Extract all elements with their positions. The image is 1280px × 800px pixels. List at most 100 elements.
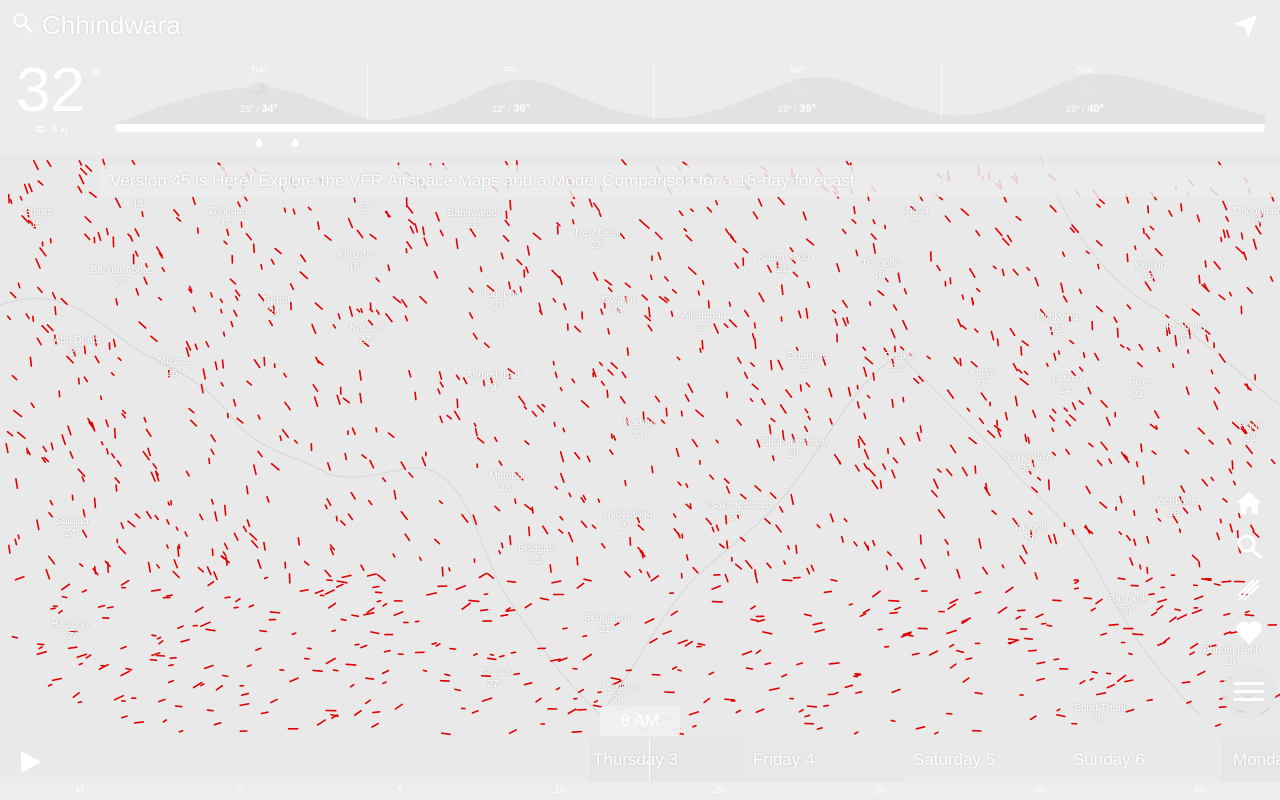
city-label[interactable]: Calicut 27°	[480, 667, 511, 691]
forecast-day-sun[interactable]: SUN 23° / 40°	[941, 60, 1229, 120]
city-label[interactable]: Abu Dhabi 27°	[54, 335, 101, 359]
city-label[interactable]: 13°	[358, 202, 373, 214]
wind-particle	[324, 569, 332, 578]
timeline-day-monday[interactable]: Monday	[1233, 750, 1280, 769]
city-label[interactable]: Karachi 27°	[350, 323, 384, 347]
city-label[interactable]: Gwalior 28°	[602, 295, 636, 319]
city-label[interactable]: Shiraz 15°	[24, 207, 52, 231]
wind-particle	[1006, 234, 1013, 243]
city-label[interactable]: Allahabad 27°	[682, 310, 726, 334]
city-label[interactable]: Bandar Abbas 23°	[91, 265, 154, 289]
city-label[interactable]: Mumbai 28°	[489, 471, 525, 495]
city-label[interactable]: Lhasa 7°	[901, 205, 928, 229]
wind-particle	[766, 562, 772, 569]
city-label[interactable]: Thimphu 10°	[862, 258, 901, 282]
timeline-cursor[interactable]	[649, 738, 650, 782]
timeline[interactable]: Thursday 3 Friday 4 Saturday 5 Sunday 6 …	[0, 738, 1280, 782]
wind-particle	[156, 654, 166, 657]
wind-particle	[230, 320, 234, 328]
city-label[interactable]: Jodhpur 27°	[482, 289, 518, 313]
wind-particle	[781, 579, 793, 582]
home-icon[interactable]	[1234, 488, 1264, 518]
city-label[interactable]: Yangon 29°	[1013, 522, 1047, 546]
wind-particle	[60, 583, 71, 591]
wind-particle	[36, 519, 40, 531]
timeline-day-saturday[interactable]: Saturday 5	[913, 750, 996, 769]
location-name[interactable]: Chhindwara	[42, 10, 181, 40]
city-label[interactable]: Bengaluru 21°	[584, 612, 630, 636]
city-label[interactable]: Dhaka 31°	[885, 351, 914, 375]
wind-particle	[844, 684, 854, 689]
wind-particle	[621, 371, 627, 379]
wind-map[interactable]: Shiraz 15° 14° Zahedan 17° 13° Bahawalpur 21° Ne…	[0, 155, 1280, 738]
wind-particle	[614, 622, 620, 626]
city-label[interactable]: Hyderabad 27°	[604, 509, 653, 533]
play-icon[interactable]	[18, 750, 42, 774]
daily-forecast[interactable]: THU 25° / 34° FRI 22° / 36° SAT 23° / 39…	[115, 60, 1265, 135]
wind-particle	[384, 210, 392, 218]
wind-particle	[455, 238, 459, 250]
wind-particle	[626, 347, 630, 356]
timeline-day-sunday[interactable]: Sunday 6	[1073, 750, 1145, 769]
wind-particle	[513, 498, 517, 505]
city-label[interactable]: Hadibon 27°	[51, 619, 88, 643]
city-label[interactable]: New Delhi 27°	[575, 228, 621, 252]
city-label[interactable]: Myitkyina 28°	[1036, 312, 1078, 336]
city-label[interactable]: Kathmandu 21°	[758, 252, 809, 276]
wind-particle	[1088, 442, 1094, 448]
wind-particle	[1185, 386, 1190, 396]
announcement-banner[interactable]: Version 45 is Here! Explore the VFR Airs…	[100, 165, 1280, 197]
city-label[interactable]: Vientiane 28°	[1155, 496, 1197, 520]
city-label[interactable]: 14°	[132, 199, 147, 211]
city-label[interactable]: Madurai 28°	[602, 682, 638, 706]
timeline-day-friday[interactable]: Friday 4	[753, 750, 815, 769]
city-label[interactable]: Salalah 24°	[55, 516, 88, 540]
wind-particle	[409, 225, 415, 234]
city-label[interactable]: Chongqing 17°	[1234, 206, 1280, 230]
city-label[interactable]: Muscat 25°	[158, 356, 190, 380]
city-label[interactable]: Bahawalpur 21°	[448, 208, 501, 232]
wind-particle	[1146, 535, 1150, 544]
city-label[interactable]: Dhanbad 32°	[788, 351, 829, 375]
city-label[interactable]: Nagpur 33°	[624, 417, 657, 441]
navigation-arrow-icon[interactable]	[1232, 12, 1260, 40]
wind-particle	[421, 226, 426, 236]
city-label[interactable]: Yanjing 15°	[1134, 260, 1167, 284]
city-label[interactable]: Hanoi 23°	[1239, 421, 1265, 445]
city-label[interactable]: Ahmedabad 29°	[466, 370, 520, 394]
city-label[interactable]: Phnom Penh 28°	[1203, 645, 1261, 669]
announcement-text: Version 45 is Here! Explore the VFR Airs…	[110, 171, 855, 190]
city-label[interactable]: Kalay 27°	[969, 367, 994, 391]
menu-button[interactable]	[1222, 665, 1276, 719]
city-label[interactable]: Zahedan 17°	[208, 206, 247, 230]
city-label[interactable]: Lashio 24°	[1052, 373, 1081, 397]
heart-icon[interactable]	[1234, 618, 1264, 648]
forecast-day-sat[interactable]: SAT 23° / 39°	[653, 60, 941, 120]
city-label[interactable]: Pu'er 21°	[1128, 377, 1151, 401]
search-icon[interactable]	[12, 12, 34, 34]
forecast-day-fri[interactable]: FRI 22° / 36°	[367, 60, 655, 120]
wind-particle	[489, 653, 495, 656]
timeline-day-thursday[interactable]: Thursday 3	[593, 750, 679, 769]
city-label[interactable]: Khuzdar 18°	[337, 250, 374, 274]
wind-particle	[571, 219, 575, 225]
wind-particle	[884, 277, 889, 283]
city-label[interactable]: Bangkok 30°	[1109, 594, 1148, 618]
city-label[interactable]: Surat Thani 29°	[1074, 703, 1126, 727]
wind-particle	[30, 402, 35, 409]
city-label[interactable]: Visakhapatnam 30°	[703, 500, 772, 524]
wind-particle	[754, 569, 757, 577]
city-label[interactable]: Kunming 17°	[1166, 322, 1205, 346]
city-name: Hadibon	[51, 619, 89, 630]
forecast-day-thu[interactable]: THU 25° / 34°	[115, 60, 403, 120]
wind-particle	[116, 459, 122, 467]
city-label[interactable]: Turbat 26°	[262, 295, 291, 319]
measure-tool-icon[interactable]	[1234, 575, 1264, 605]
city-label[interactable]: Bhubaneshwar 29°	[762, 437, 829, 461]
wind-particle	[638, 568, 643, 574]
wind-particle	[105, 227, 109, 236]
city-name: Turbat	[261, 295, 291, 306]
search-icon[interactable]	[1234, 531, 1264, 561]
city-label[interactable]: Naypyidaw 32°	[1004, 451, 1053, 475]
city-label[interactable]: Belagavi 25°	[518, 543, 556, 567]
